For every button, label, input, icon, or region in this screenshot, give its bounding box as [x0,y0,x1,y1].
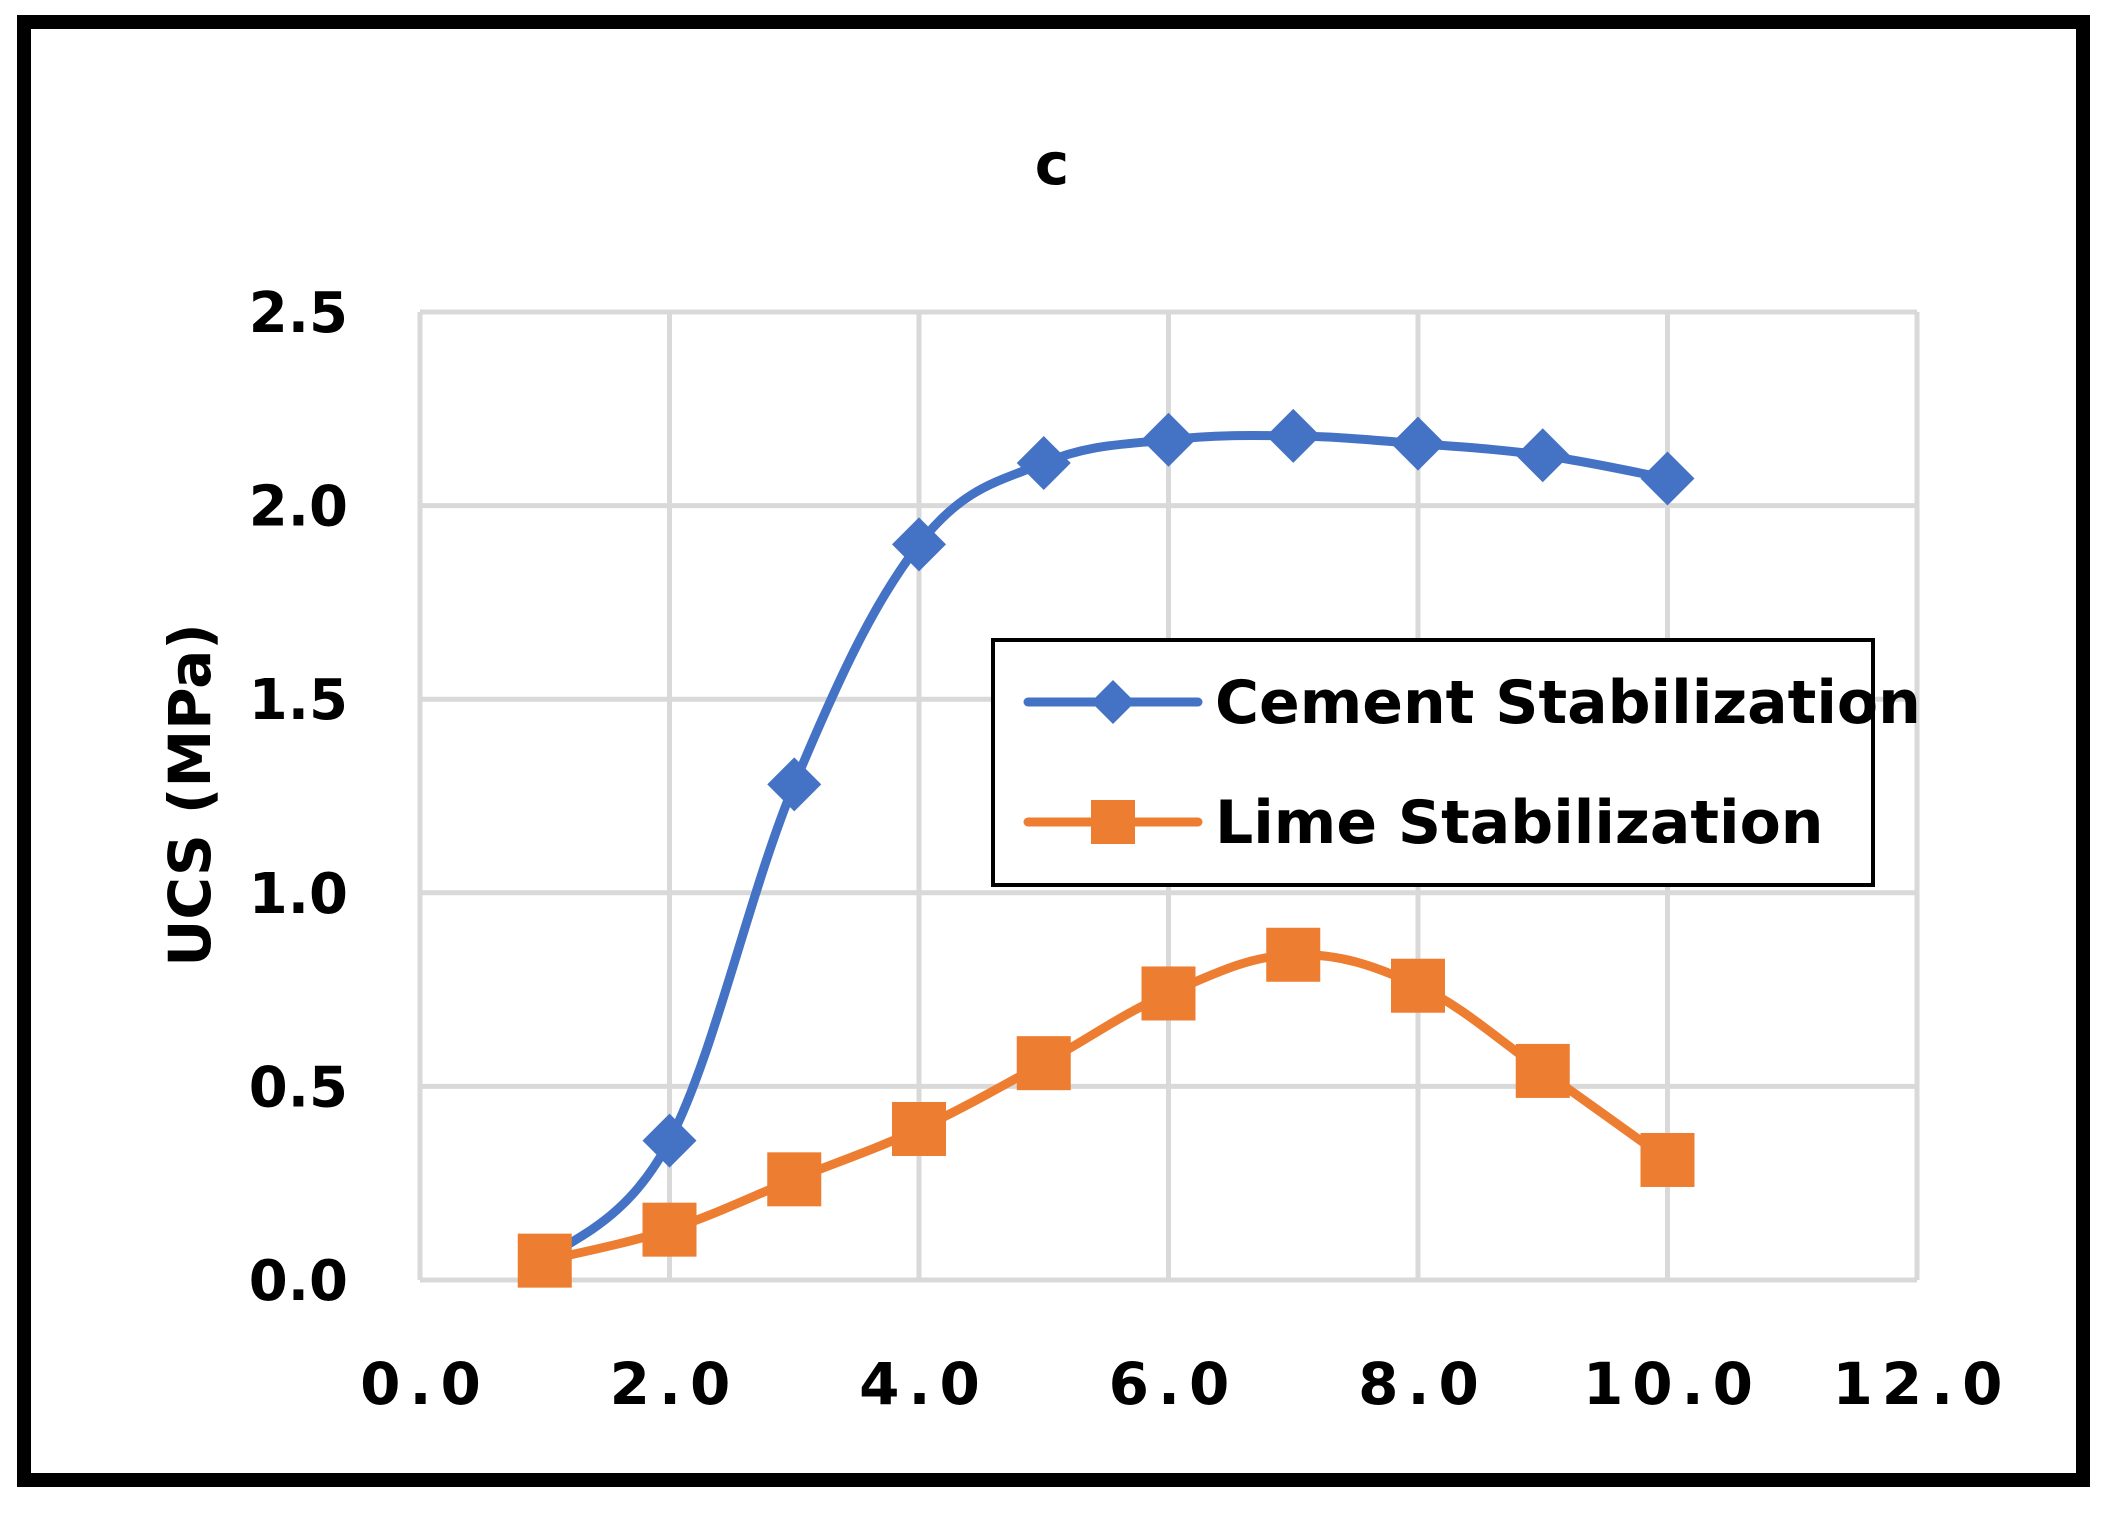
data-point-lime-9 [1640,1132,1695,1187]
legend: Cement Stabilization Lime Stabilization [991,638,1921,887]
data-point-cement-9 [1640,451,1695,506]
x-tick-label-3: 6.0 [1109,1350,1239,1418]
data-point-cement-3 [892,517,946,572]
data-point-lime-6 [1266,927,1321,982]
y-tick-label-0: 0.0 [249,1249,348,1314]
x-tick-label-5: 10.0 [1583,1350,1762,1418]
data-point-lime-8 [1515,1043,1570,1098]
data-point-lime-1 [642,1202,697,1257]
data-point-cement-5 [1141,412,1196,467]
data-point-lime-3 [892,1101,946,1156]
y-tick-label-4: 2.0 [249,475,348,540]
series-line-lime [540,950,1672,1266]
data-point-lime-2 [767,1152,822,1207]
data-point-cement-8 [1515,428,1570,483]
data-point-lime-7 [1391,958,1445,1013]
legend-label-cement: Cement Stabilization [1215,668,1921,738]
data-point-cement-7 [1391,416,1445,471]
y-tick-label-2: 1.0 [249,862,348,927]
x-axis-ticks: 0.0 2.0 4.0 6.0 8.0 10.0 12.0 [360,1350,2011,1418]
data-point-cement-1 [642,1113,697,1168]
series-layer [517,408,1695,1288]
legend-marker-cement [1091,680,1135,724]
legend-marker-lime [1091,800,1135,844]
x-tick-label-6: 12.0 [1832,1350,2011,1418]
y-tick-label-5: 2.5 [249,281,348,346]
data-point-cement-6 [1266,408,1321,463]
x-tick-label-4: 8.0 [1358,1350,1488,1418]
y-axis-title: UCS (MPa) [156,623,224,967]
x-tick-label-2: 4.0 [859,1350,989,1418]
chart-frame [17,15,2090,1487]
y-tick-label-3: 1.5 [249,668,348,733]
data-point-lime-0 [517,1233,572,1288]
data-point-cement-4 [1016,436,1071,491]
chart-title: c [1035,130,1069,198]
data-point-lime-5 [1141,966,1196,1021]
legend-label-lime: Lime Stabilization [1215,788,1824,858]
x-tick-label-0: 0.0 [360,1350,490,1418]
legend-box [991,638,1875,887]
data-point-lime-4 [1016,1036,1071,1091]
data-point-cement-2 [767,757,822,812]
y-tick-label-1: 0.5 [249,1055,348,1120]
y-axis-ticks: 0.0 0.5 1.0 1.5 2.0 2.5 [249,281,348,1314]
x-tick-label-1: 2.0 [610,1350,740,1418]
